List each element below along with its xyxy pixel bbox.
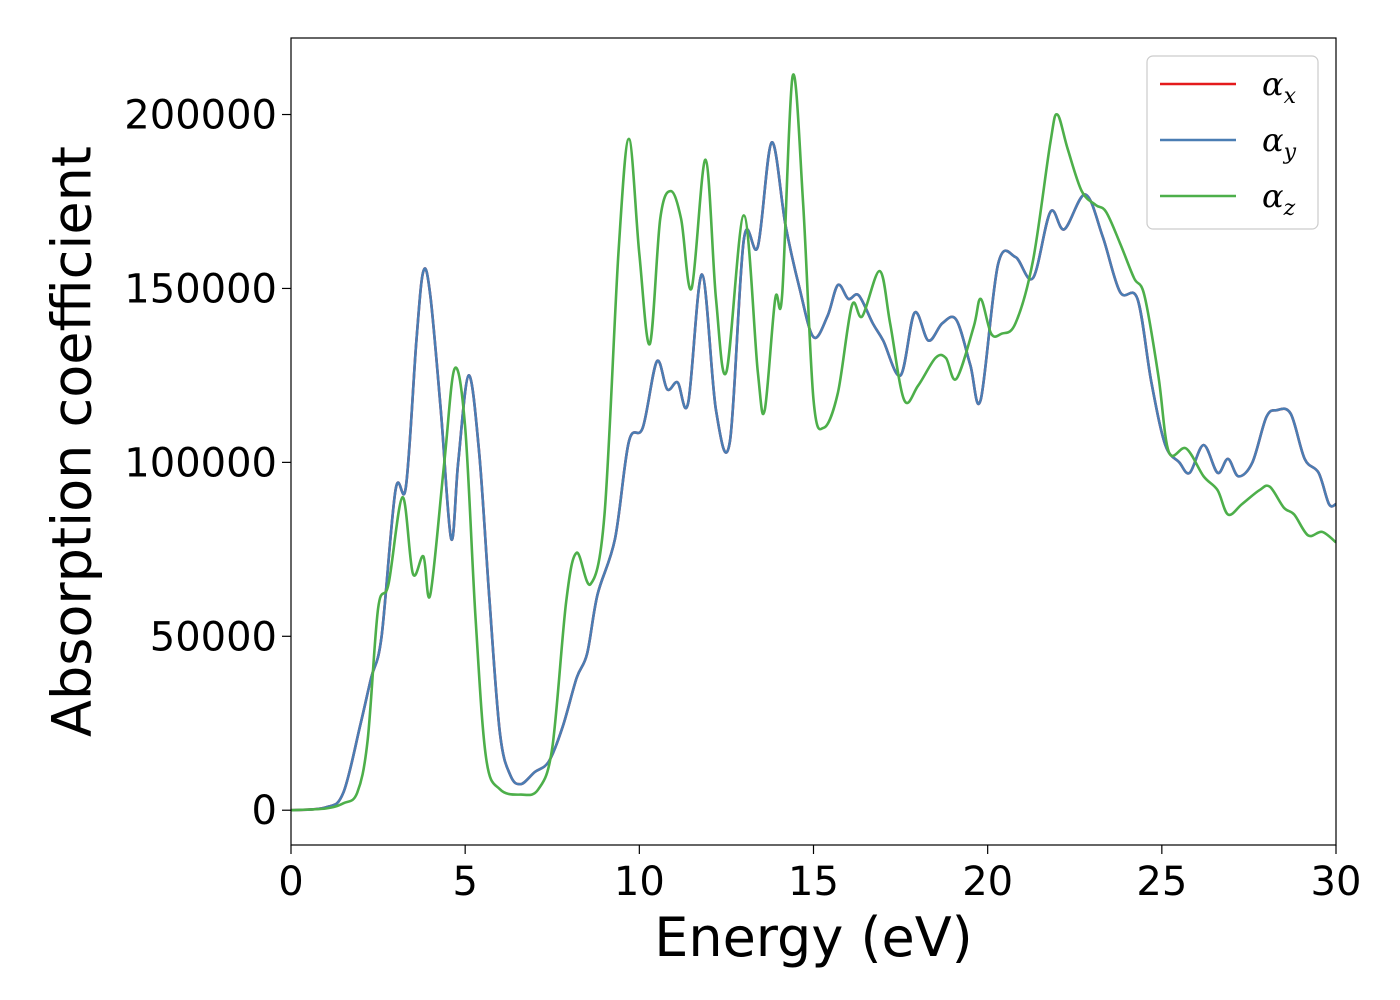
x-tick-label: 15 [788, 859, 839, 905]
y-tick-label: 0 [252, 788, 277, 834]
y-tick-label: 50000 [150, 614, 277, 660]
series-layer [291, 73, 1336, 812]
legend-box [1146, 55, 1319, 230]
legend-label-z: αz [1262, 177, 1296, 221]
x-tick-label: 20 [962, 859, 1013, 905]
x-tick-label: 25 [1136, 859, 1187, 905]
legend-alpha: α [1262, 177, 1284, 215]
x-ticks: 0 5 10 15 20 25 30 [278, 845, 1361, 905]
series-line-z [291, 73, 1336, 812]
y-tick-label: 100000 [124, 440, 277, 486]
y-ticks: 0 50000 100000 150000 200000 [124, 93, 291, 834]
legend-subscript: x [1284, 84, 1297, 109]
y-tick-label: 150000 [124, 266, 277, 312]
legend-subscript: z [1283, 196, 1296, 221]
legend-subscript: y [1283, 140, 1297, 165]
legend-alpha: α [1262, 65, 1284, 103]
series-line-y [291, 141, 1336, 812]
legend-label-x: αx [1262, 65, 1297, 109]
x-axis-label: Energy (eV) [654, 906, 973, 969]
legend-label-y: αy [1262, 121, 1297, 165]
y-tick-label: 200000 [124, 93, 277, 139]
x-tick-label: 30 [1311, 859, 1362, 905]
legend-alpha: α [1262, 121, 1284, 159]
y-axis-label: Absorption coefficient [41, 146, 104, 737]
x-tick-label: 10 [614, 859, 665, 905]
x-tick-label: 5 [452, 859, 477, 905]
x-tick-label: 0 [278, 859, 303, 905]
